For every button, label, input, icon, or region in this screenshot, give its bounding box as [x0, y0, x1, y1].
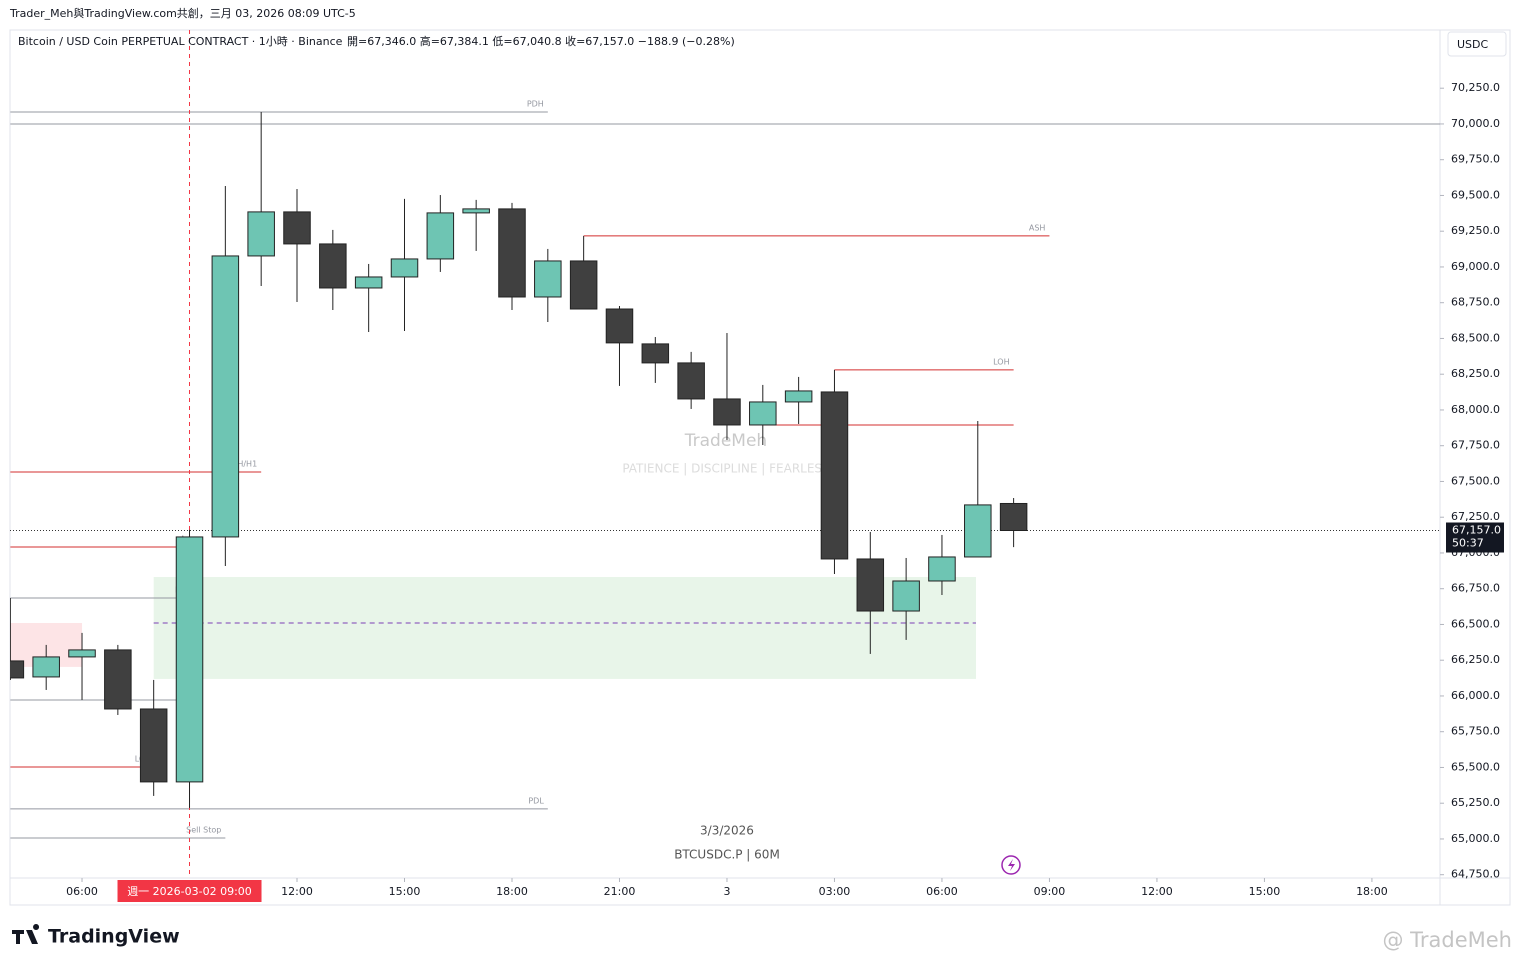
candle-body [104, 649, 132, 710]
currency[interactable]: USDC [1457, 38, 1489, 51]
y-tick-label: 69,750.0 [1451, 153, 1500, 166]
y-tick-label: 69,500.0 [1451, 188, 1500, 201]
level-label: H/H1 [237, 460, 257, 469]
candle-body [677, 362, 705, 400]
y-tick-label: 65,250.0 [1451, 796, 1500, 809]
y-tick-label: 68,750.0 [1451, 296, 1500, 309]
last-price-label: 67,157.0 [1452, 524, 1501, 537]
y-tick-label: 69,250.0 [1451, 224, 1500, 237]
candle-body [390, 258, 419, 278]
y-tick-label: 66,750.0 [1451, 582, 1500, 595]
candle-body [319, 243, 347, 289]
y-tick-label: 66,500.0 [1451, 617, 1500, 630]
x-tick-label: 15:00 [389, 885, 421, 898]
level-label: Sell Stop [186, 825, 221, 834]
candle-body [247, 211, 275, 257]
y-tick-label: 67,750.0 [1451, 439, 1500, 452]
watermark-ticker: BTCUSDC.P | 60M [674, 848, 780, 862]
y-tick-label: 65,000.0 [1451, 832, 1500, 845]
y-tick-label: 64,750.0 [1451, 868, 1500, 881]
y-tick-label: 65,750.0 [1451, 725, 1500, 738]
candle-body [283, 211, 311, 245]
x-tick-label: 09:00 [1034, 885, 1066, 898]
candle-body [964, 504, 992, 558]
candle-body [605, 308, 634, 344]
y-tick-label: 68,250.0 [1451, 367, 1500, 380]
x-tick-label: 06:00 [926, 885, 958, 898]
currency-box[interactable] [1447, 31, 1507, 57]
candle-body [999, 502, 1028, 532]
candle-body [713, 398, 741, 426]
level-label: PDH [527, 99, 544, 108]
flash-icon[interactable] [1001, 855, 1021, 875]
symbol: Bitcoin / USD Coin PERPETUAL CONTRACT · … [18, 35, 343, 48]
frame [9, 29, 1511, 906]
candle-body [139, 708, 168, 783]
y-tick-label: 70,250.0 [1451, 81, 1500, 94]
x-tick-label: 18:00 [1356, 885, 1388, 898]
ohlc: 開=67,346.0 高=67,384.1 低=67,040.8 收=67,15… [347, 34, 735, 48]
watermark-date: 3/3/2026 [700, 824, 754, 838]
attribution: Trader_Meh與TradingView.com共創，三月 03, 2026… [9, 6, 356, 20]
x-tick-label: 18:00 [496, 885, 528, 898]
tv-logo [12, 924, 40, 944]
y-tick-label: 68,500.0 [1451, 331, 1500, 344]
y-tick-label: 65,500.0 [1451, 760, 1500, 773]
x-tick-label: 12:00 [1141, 885, 1173, 898]
candle-body [498, 208, 526, 298]
crosshair-label: 週一 2026-03-02 09:00 [127, 885, 252, 898]
x-tick-label: 3 [723, 885, 730, 898]
candle-body [534, 260, 562, 298]
candle-body [211, 255, 240, 538]
candle-body [569, 260, 598, 310]
watermark-title: TradeMeh [684, 431, 767, 451]
y-tick-label: 70,000.0 [1451, 117, 1500, 130]
crosshair-box [117, 880, 262, 902]
level-label: PDL [528, 796, 544, 805]
candle-body [10, 660, 25, 679]
flash-glyph [1008, 859, 1015, 871]
candle-body [928, 556, 956, 582]
x-tick-label: 06:00 [66, 885, 98, 898]
candle-body [32, 656, 60, 678]
candle-body [784, 390, 813, 403]
candle-body [641, 343, 670, 364]
candle-body [820, 391, 849, 560]
y-tick-label: 69,000.0 [1451, 260, 1500, 273]
y-tick-label: 67,250.0 [1451, 510, 1500, 523]
brand: TradingView [48, 926, 180, 948]
level-label: ASH [1029, 223, 1046, 232]
y-tick-label: 66,000.0 [1451, 689, 1500, 702]
x-tick-label: 03:00 [819, 885, 851, 898]
candle-body [354, 276, 383, 289]
watermark-motto: PATIENCE | DISCIPLINE | FEARLESS [622, 462, 829, 476]
countdown: 50:37 [1452, 537, 1484, 550]
candle-body [462, 208, 490, 214]
level-label: LOH [993, 357, 1009, 366]
zone [153, 576, 976, 679]
x-tick-label: 15:00 [1249, 885, 1281, 898]
candle-body [68, 649, 96, 658]
last-price-box [1446, 522, 1504, 553]
watermark: TradeMeh PATIENCE | DISCIPLINE | FEARLES… [622, 431, 829, 862]
y-tick-label: 68,000.0 [1451, 403, 1500, 416]
x-tick-label: 12:00 [281, 885, 313, 898]
y-tick-label: 67,500.0 [1451, 474, 1500, 487]
y-tick-label: 66,250.0 [1451, 653, 1500, 666]
candle-body [175, 536, 204, 783]
candle-body [749, 401, 777, 426]
x-tick-label: 21:00 [604, 885, 636, 898]
candle-body [856, 558, 885, 612]
credit: @ TradeMeh [1382, 928, 1512, 952]
candle-body [892, 580, 920, 612]
candle-body [426, 212, 455, 260]
